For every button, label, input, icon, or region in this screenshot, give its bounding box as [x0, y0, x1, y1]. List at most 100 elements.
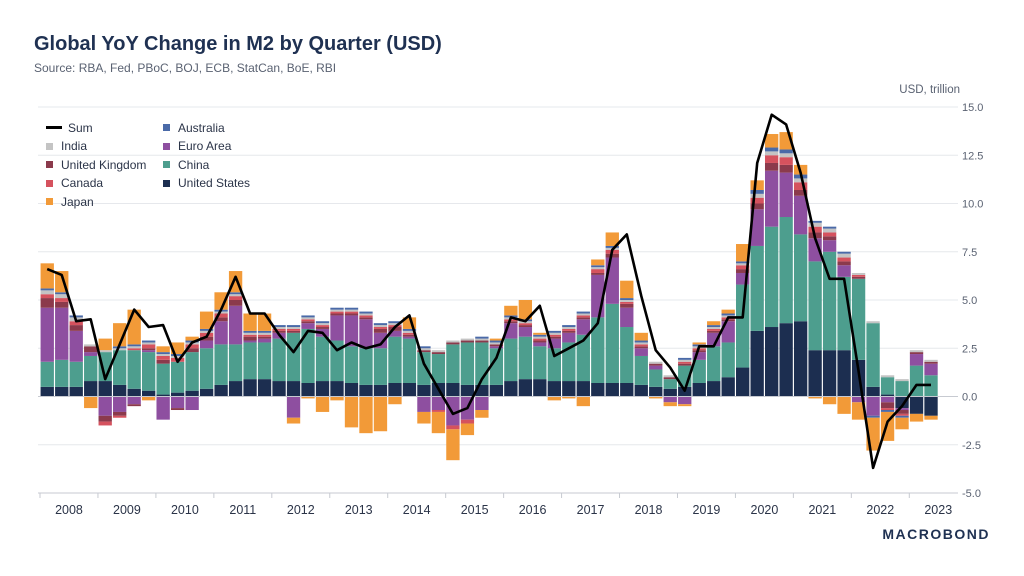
bar-segment-uk — [692, 350, 706, 353]
bar-segment-cn — [84, 355, 98, 382]
y-tick-label: 0.0 — [962, 392, 977, 404]
bar-segment-ea — [663, 396, 677, 403]
bar-segment-ca — [822, 232, 837, 237]
bar-segment-uk — [40, 298, 54, 308]
bar-segment-jp — [692, 342, 706, 345]
bar-segment-jp — [649, 396, 663, 399]
bar-segment-in — [344, 309, 359, 312]
bar-segment-ca — [315, 325, 330, 328]
bar-segment-us — [779, 323, 793, 397]
bar-segment-uk — [475, 340, 489, 343]
bar-segment-ca — [431, 410, 446, 412]
bar-segment-cn — [228, 344, 243, 382]
bar-segment-ea — [257, 338, 272, 343]
bar-segment-uk — [214, 317, 228, 322]
bar-segment-jp — [764, 134, 779, 148]
bar-segment-cn — [736, 284, 750, 368]
bar-segment-cn — [851, 278, 866, 360]
bar-segment-cn — [518, 336, 533, 380]
bar-segment-ea — [837, 265, 851, 277]
bar-segment-ca — [779, 157, 793, 165]
bar-segment-cn — [880, 377, 895, 395]
bar-segment-cn — [692, 359, 706, 383]
bar-segment-in — [895, 379, 909, 382]
bar-segment-ca — [895, 413, 909, 416]
bar-segment-us — [402, 382, 417, 397]
bar-segment-ea — [924, 363, 938, 376]
bar-segment-ea — [286, 396, 301, 418]
bar-segment-cn — [373, 348, 388, 385]
bar-segment-cn — [547, 348, 561, 382]
bar-segment-in — [678, 359, 692, 362]
bar-segment-us — [924, 396, 938, 416]
bar-segment-us — [793, 321, 808, 397]
bar-segment-ca — [547, 334, 561, 337]
bar-segment-us — [359, 384, 373, 397]
legend-label: Japan — [61, 194, 94, 209]
bar-segment-cn — [620, 327, 634, 383]
bar-segment-uk — [779, 164, 793, 173]
bar-segment-jp — [591, 259, 605, 266]
bar-segment-jp — [489, 338, 504, 341]
legend-item-us: United States — [163, 176, 283, 192]
bar-segment-ea — [388, 330, 402, 337]
x-tick-label: 2010 — [171, 503, 199, 517]
bar-segment-us — [272, 381, 286, 397]
bar-segment-ea — [113, 396, 127, 412]
bar-segment-au — [591, 265, 605, 268]
x-tick-label: 2018 — [635, 503, 663, 517]
x-tick-label: 2019 — [693, 503, 721, 517]
bar-segment-us — [692, 382, 706, 397]
bar-segment-cn — [272, 338, 286, 382]
bar-segment-us — [373, 384, 388, 397]
x-tick-label: 2022 — [866, 503, 894, 517]
bar-segment-ea — [402, 336, 417, 339]
bar-segment-ea — [895, 408, 909, 411]
bar-segment-uk — [518, 325, 533, 328]
bar-segment-us — [388, 382, 402, 397]
legend-swatch — [163, 179, 170, 187]
y-axis-unit-label: USD, trillion — [899, 84, 960, 96]
sum-line — [46, 113, 931, 470]
bar-segment-au — [547, 330, 561, 333]
bar-segment-au — [750, 189, 764, 194]
bar-segment-ca — [98, 421, 112, 426]
bar-segment-au — [620, 298, 634, 300]
bar-segment-ea — [228, 305, 243, 345]
bar-segment-cn — [446, 344, 460, 383]
bar-segment-au — [69, 315, 83, 318]
bar-segment-cn — [141, 352, 156, 391]
bar-segment-uk — [199, 336, 214, 341]
legend-swatch — [46, 161, 53, 169]
bar-segment-in — [663, 375, 677, 378]
bar-segment-ca — [373, 327, 388, 329]
bar-segment-ea — [750, 209, 764, 246]
bar-segment-in — [373, 325, 388, 328]
bar-segment-us — [576, 381, 590, 397]
bar-segment-jp — [214, 292, 228, 310]
bar-segment-uk — [69, 325, 83, 331]
x-tick-label: 2009 — [113, 503, 141, 517]
x-tick-label: 2011 — [229, 503, 256, 517]
bar-segment-au — [388, 321, 402, 324]
bar-segment-us — [736, 367, 750, 397]
bar-segment-ea — [692, 352, 706, 360]
bar-segment-ca — [69, 321, 83, 326]
bar-segment-us — [185, 390, 199, 397]
bar-segment-uk — [373, 328, 388, 333]
bar-segment-cn — [257, 342, 272, 380]
bar-segment-uk — [359, 317, 373, 320]
bar-segment-ca — [55, 298, 69, 302]
bar-segment-uk — [750, 203, 764, 210]
legend-item-cn: China — [163, 157, 283, 173]
bar-segment-us — [55, 386, 69, 397]
bar-segment-au — [605, 245, 619, 248]
bar-segment-ca — [634, 344, 648, 347]
bar-segment-ca — [808, 226, 822, 233]
bar-segment-au — [156, 352, 170, 355]
bar-segment-jp — [851, 402, 866, 420]
bar-segment-ca — [793, 182, 808, 190]
x-tick-label: 2016 — [519, 503, 547, 517]
bar-segment-jp — [373, 396, 388, 432]
bar-segment-uk — [576, 317, 590, 320]
